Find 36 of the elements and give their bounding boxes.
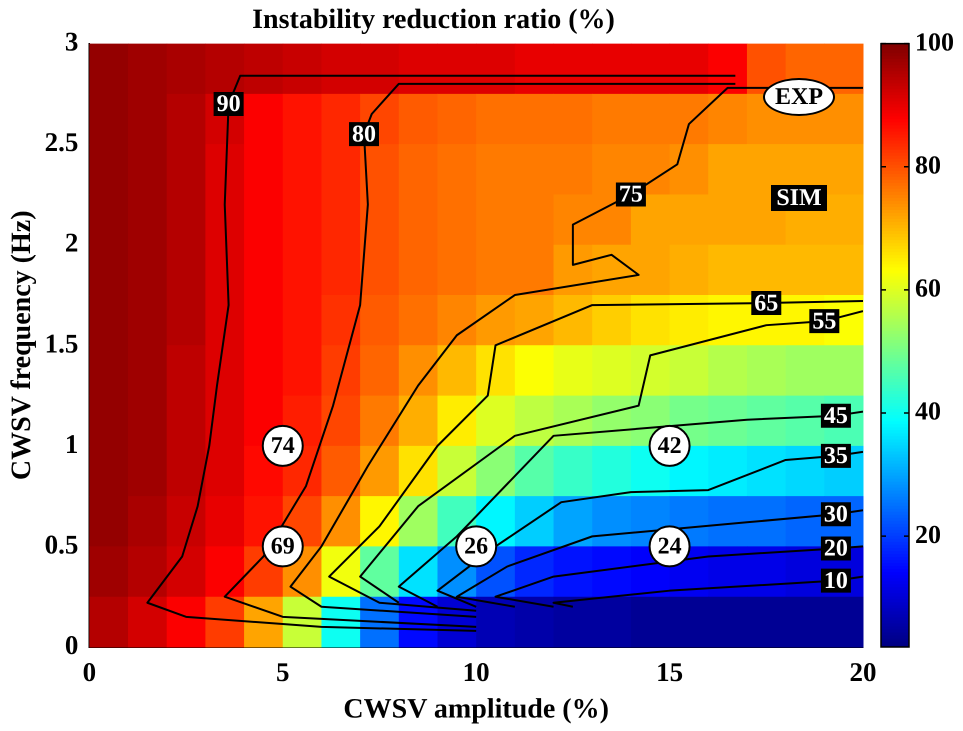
y-tick-label: 0.5 bbox=[44, 529, 78, 560]
x-tick-label: 10 bbox=[462, 657, 490, 688]
y-tick-label: 1.5 bbox=[44, 328, 78, 358]
annotation: 55 bbox=[812, 308, 836, 334]
annotation: 45 bbox=[824, 402, 848, 429]
annotation: 20 bbox=[824, 536, 848, 562]
annotation: 75 bbox=[618, 182, 643, 208]
annotation: 30 bbox=[824, 501, 848, 528]
y-tick-label: 1 bbox=[64, 428, 78, 459]
y-tick-label: 3 bbox=[64, 26, 78, 57]
annotation: 65 bbox=[754, 290, 778, 316]
x-axis-title: CWSV amplitude (%) bbox=[343, 693, 609, 724]
y-tick-label: 2 bbox=[64, 228, 78, 258]
annotation: 24 bbox=[658, 534, 682, 560]
x-tick-label: 20 bbox=[850, 657, 876, 688]
annotation: 69 bbox=[270, 534, 295, 560]
annotation: 26 bbox=[464, 534, 488, 560]
y-tick-label: 0 bbox=[64, 630, 78, 660]
color-bar-label: 60 bbox=[915, 274, 941, 303]
color-bar-label: 20 bbox=[915, 520, 941, 549]
annotation: 42 bbox=[658, 433, 682, 460]
color-bar-label: 80 bbox=[915, 150, 941, 180]
y-axis-title: CWSV frequency (Hz) bbox=[6, 210, 38, 480]
color-bar-label: 40 bbox=[915, 396, 941, 426]
annotation: 90 bbox=[216, 91, 241, 118]
annotation: 80 bbox=[352, 121, 376, 148]
text: EXP bbox=[763, 78, 835, 116]
annotation: 35 bbox=[824, 443, 848, 470]
x-tick-label: 15 bbox=[656, 657, 684, 688]
color-bar-label: 100 bbox=[915, 27, 954, 56]
annotation: 10 bbox=[824, 568, 848, 594]
annotation: 74 bbox=[270, 433, 295, 460]
y-tick-label: 2.5 bbox=[44, 127, 78, 158]
annotation: SIM bbox=[771, 185, 827, 212]
chart-title: Instability reduction ratio (%) bbox=[252, 4, 615, 36]
x-tick-label: 5 bbox=[276, 657, 290, 688]
